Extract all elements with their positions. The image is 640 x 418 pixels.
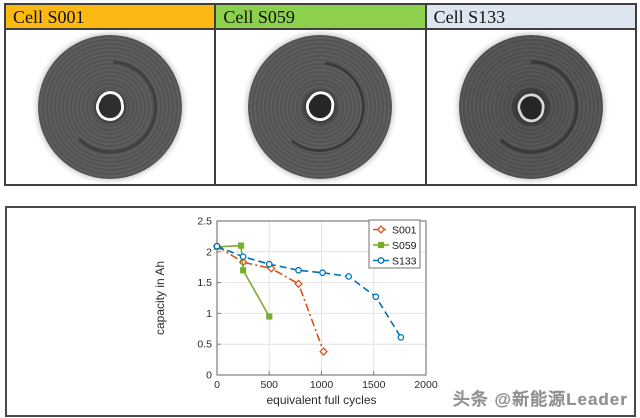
- center-hole-icon: [96, 91, 125, 121]
- y-tick-label: 0.5: [197, 339, 212, 351]
- data-marker: [377, 241, 385, 249]
- data-marker: [319, 347, 328, 356]
- spiral-arc: [499, 60, 578, 154]
- legend-label: S133: [392, 255, 417, 267]
- data-marker: [265, 260, 273, 268]
- data-marker: [240, 267, 247, 274]
- data-marker: [239, 253, 247, 261]
- cell-header-s059: Cell S059: [216, 5, 425, 30]
- data-marker: [266, 313, 273, 320]
- y-tick-label: 0: [206, 370, 212, 382]
- watermark: 头条 @新能源Leader: [452, 390, 628, 409]
- ct-disc-overlay-graphic: [499, 60, 578, 154]
- center-hole-icon: [517, 93, 545, 123]
- x-axis-label: equivalent full cycles: [266, 393, 376, 407]
- cell-header-s133: Cell S133: [426, 5, 635, 30]
- cell-header-s001: Cell S001: [6, 5, 215, 30]
- capacity-fade-chart: 0 500 1000 1500 2000 0 0.5 1 1.5 2 2.5 equivalent f…: [153, 216, 438, 408]
- x-tick-label: 2000: [414, 379, 438, 391]
- data-marker: [237, 242, 245, 249]
- data-marker: [397, 334, 405, 341]
- jelly-roll-disc: [248, 35, 393, 179]
- ct-disc-overlay-graphic: [291, 61, 366, 153]
- y-tick-label: 2.5: [197, 216, 212, 228]
- spiral-arc: [291, 61, 366, 153]
- cell-comparison-table: Cell S001 Cell S059: [4, 3, 637, 186]
- ct-scan-image-s133: [426, 30, 635, 184]
- cell-column-s133: Cell S133: [424, 5, 635, 184]
- cell-column-s059: Cell S059: [214, 5, 425, 184]
- data-marker: [376, 225, 386, 234]
- center-hole-icon: [306, 91, 335, 121]
- ct-scan-image-s059: [216, 30, 425, 184]
- jelly-roll-disc: [38, 35, 183, 179]
- data-marker: [294, 279, 303, 289]
- y-axis-label: capacity in Ah: [153, 261, 167, 335]
- spiral-arc: [78, 60, 158, 154]
- legend-label: S059: [392, 240, 417, 252]
- legend-label: S001: [392, 224, 417, 236]
- data-marker: [372, 293, 380, 301]
- cell-column-s001: Cell S001: [6, 5, 215, 184]
- data-marker: [295, 266, 302, 274]
- y-tick-label: 1.5: [197, 277, 212, 289]
- x-tick-label: 500: [260, 379, 278, 391]
- data-marker: [345, 273, 353, 280]
- ct-disc-overlay-graphic: [78, 60, 158, 154]
- y-tick-label: 2: [206, 246, 212, 258]
- x-tick-label: 1000: [310, 379, 334, 391]
- capacity-chart-panel: 0 500 1000 1500 2000 0 0.5 1 1.5 2 2.5 equivalent f…: [5, 206, 636, 417]
- data-marker: [319, 269, 326, 277]
- ct-scan-image-s001: [6, 30, 215, 184]
- x-tick-label: 0: [214, 379, 220, 391]
- y-tick-label: 1: [206, 308, 212, 320]
- data-marker: [213, 242, 221, 250]
- jelly-roll-disc: [458, 35, 603, 179]
- data-marker: [377, 257, 385, 264]
- x-tick-label: 1500: [362, 379, 386, 391]
